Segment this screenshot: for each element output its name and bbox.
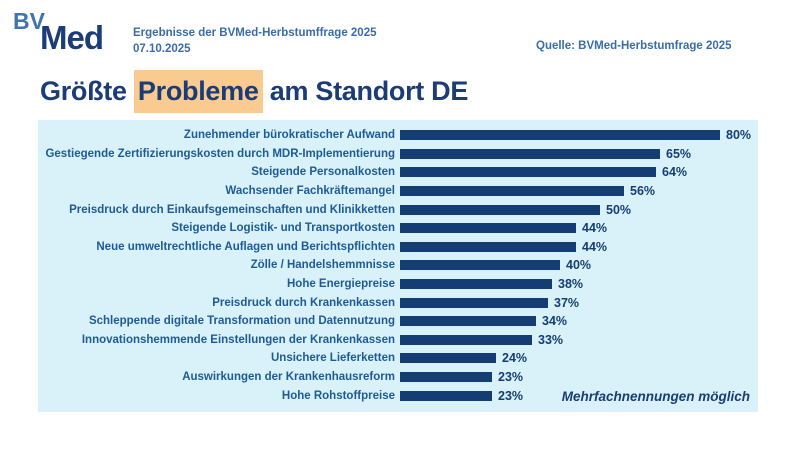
bar-row: Unsichere Lieferketten 24%: [38, 349, 758, 368]
bar-rows: Zunehmender bürokratischer Aufwand 80% Ges…: [38, 126, 758, 405]
logo-bv-text: BV: [13, 8, 45, 34]
bvmed-logo: BV Med: [10, 6, 130, 62]
bar-label: Zölle / Handelshemmnisse: [250, 259, 395, 272]
bar-label: Wachsender Fachkräftemangel: [225, 185, 395, 198]
bar: [400, 279, 552, 290]
bar-label: Zunehmender bürokratischer Aufwand: [183, 129, 395, 142]
bar-label: Auswirkungen der Krankenhausreform: [182, 371, 395, 384]
bar: [400, 390, 492, 401]
bar-row: Steigende Logistik- und Transportkosten 4…: [38, 219, 758, 238]
bar-chart-panel: Zunehmender bürokratischer Aufwand 80% Ges…: [38, 120, 758, 412]
bar-value: 34%: [542, 314, 568, 329]
bar-row: Hohe Energiepreise 38%: [38, 275, 758, 294]
bar: [400, 130, 720, 141]
bar: [400, 316, 536, 327]
bar: [400, 223, 576, 234]
bar-label: Hohe Rohstoffpreise: [281, 389, 395, 402]
page-title: Größte Probleme am Standort DE: [40, 70, 469, 113]
bar: [400, 204, 600, 215]
bar-label: Gestiegende Zertifizierungskosten durch …: [45, 147, 395, 160]
bar: [400, 297, 548, 308]
bar-row: Innovationshemmende Einstellungen der Kr…: [38, 331, 758, 350]
bar: [400, 353, 496, 364]
bar-value: 37%: [554, 295, 580, 310]
bar: [400, 186, 624, 197]
bar-label: Steigende Logistik- und Transportkosten: [171, 222, 395, 235]
header-subtitle: Ergebnisse der BVMed-Herbstumffrage 2025…: [133, 25, 377, 57]
title-suffix: am Standort DE: [262, 76, 469, 106]
bar-label: Hohe Energiepreise: [286, 278, 395, 291]
title-prefix: Größte: [40, 76, 134, 106]
subtitle-line1: Ergebnisse der BVMed-Herbstumffrage 2025: [133, 27, 377, 39]
logo-med-text: Med: [40, 19, 104, 56]
bar-value: 23%: [498, 370, 524, 385]
bar-row: Auswirkungen der Krankenhausreform 23%: [38, 368, 758, 387]
bar-value: 64%: [662, 165, 688, 180]
bar-label: Unsichere Lieferketten: [271, 352, 395, 365]
bar-value: 50%: [606, 202, 632, 217]
bar-row: Preisdruck durch Krankenkassen 37%: [38, 293, 758, 312]
bar-label: Innovationshemmende Einstellungen der Kr…: [81, 333, 395, 346]
bar-value: 33%: [538, 332, 564, 347]
bar-value: 56%: [630, 184, 656, 199]
bar-value: 23%: [498, 388, 524, 403]
bar-label: Schleppende digitale Transformation und …: [88, 315, 395, 328]
bar-row: Zunehmender bürokratischer Aufwand 80%: [38, 126, 758, 145]
bar-label: Preisdruck durch Einkaufsgemeinschaften …: [69, 203, 395, 216]
bar-value: 38%: [558, 277, 584, 292]
bar-row: Zölle / Handelshemmnisse 40%: [38, 256, 758, 275]
bar-row: Steigende Personalkosten 64%: [38, 163, 758, 182]
bar-value: 40%: [566, 258, 592, 273]
bar-row: Gestiegende Zertifizierungskosten durch …: [38, 145, 758, 164]
bar-row: Schleppende digitale Transformation und …: [38, 312, 758, 331]
bar-value: 44%: [582, 239, 608, 254]
bar: [400, 241, 576, 252]
bar: [400, 167, 656, 178]
chart-footnote: Mehrfachnennungen möglich: [561, 389, 750, 404]
bar-row: Wachsender Fachkräftemangel 56%: [38, 182, 758, 201]
bar-value: 80%: [726, 128, 752, 143]
bar-row: Neue umweltrechtliche Auflagen und Beric…: [38, 238, 758, 257]
bar-label: Neue umweltrechtliche Auflagen und Beric…: [96, 240, 395, 253]
bar-row: Hohe Rohstoffpreise 23%: [38, 386, 758, 405]
bar-value: 24%: [502, 351, 528, 366]
bar-row: Preisdruck durch Einkaufsgemeinschaften …: [38, 200, 758, 219]
bar: [400, 260, 560, 271]
bar-label: Preisdruck durch Krankenkassen: [212, 296, 395, 309]
bar: [400, 148, 660, 159]
bar-value: 65%: [666, 146, 692, 161]
bar-label: Steigende Personalkosten: [251, 166, 395, 179]
subtitle-line2: 07.10.2025: [133, 43, 191, 55]
bar: [400, 372, 492, 383]
title-highlight: Probleme: [133, 70, 263, 113]
bar-value: 44%: [582, 221, 608, 236]
bar: [400, 334, 532, 345]
source-note: Quelle: BVMed-Herbstumfrage 2025: [536, 40, 732, 52]
